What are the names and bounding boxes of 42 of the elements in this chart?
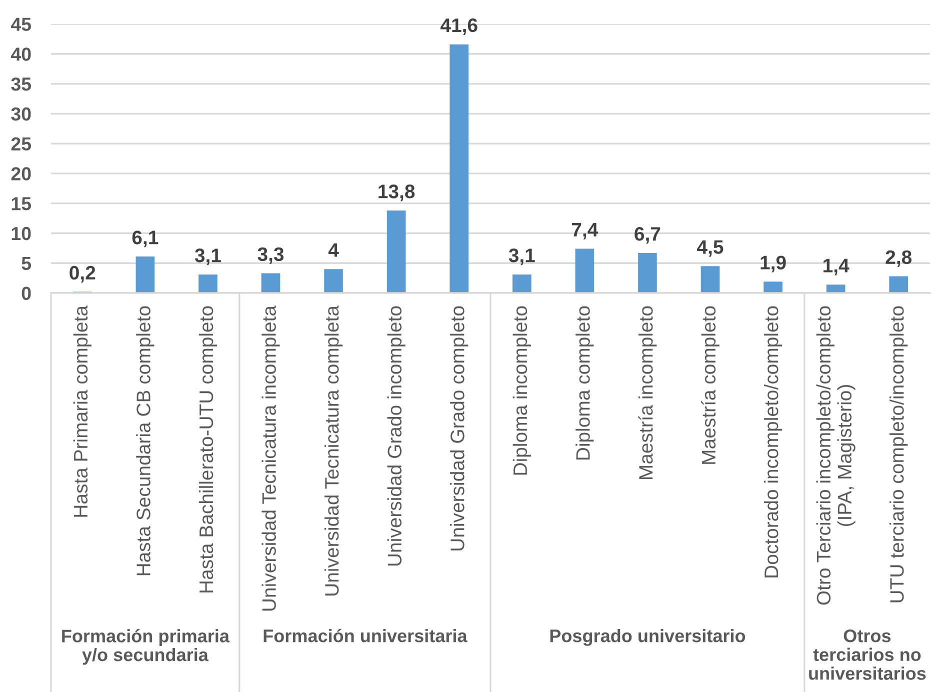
data-label: 7,4 bbox=[572, 223, 598, 240]
text: Otros terciarios no universitarios bbox=[809, 629, 926, 680]
data-label: 13,8 bbox=[378, 184, 415, 202]
x-tick-label: UTU terciario completo/incompleto bbox=[890, 306, 908, 602]
data-label: 3,1 bbox=[508, 248, 535, 266]
data-label: 3,1 bbox=[194, 248, 221, 266]
data-label: 6,7 bbox=[634, 227, 660, 244]
x-tick-label: Hasta Secundaria CB completo bbox=[136, 306, 154, 576]
y-tick-label: 30 bbox=[11, 107, 31, 121]
x-tick-label: Diploma incompleto bbox=[512, 306, 531, 475]
data-label: 6,1 bbox=[132, 230, 158, 248]
x-tick-label: Universidad Tecnicatura incompleta bbox=[262, 305, 280, 611]
data-label: 3,3 bbox=[258, 247, 284, 264]
y-tick-label: 0 bbox=[22, 286, 31, 300]
x-tick-label: Hasta Primaria completa bbox=[73, 305, 92, 517]
data-label: 4 bbox=[328, 243, 339, 257]
y-tick-label: 25 bbox=[11, 137, 32, 151]
data-label: 2,8 bbox=[886, 250, 912, 267]
x-tick-label: Diploma completo bbox=[576, 306, 594, 460]
y-tick-label: 20 bbox=[11, 167, 31, 180]
x-tick-label: Universidad Grado incompleto bbox=[387, 306, 406, 566]
data-label: 0,2 bbox=[70, 266, 96, 282]
y-tick-label: 40 bbox=[10, 48, 31, 61]
y-tick-label: 35 bbox=[11, 77, 32, 91]
data-label: 1,9 bbox=[760, 256, 786, 272]
data-label: 41,6 bbox=[440, 18, 478, 35]
x-tick-label: Otro Terciario incompleto/completo (IPA, Magisterio) bbox=[816, 306, 856, 605]
x-tick-label: Maestría incompleto bbox=[638, 306, 657, 479]
y-tick-label: 15 bbox=[12, 197, 32, 210]
y-tick-label: 5 bbox=[22, 257, 32, 270]
text: Formación primaria y/o secundaria bbox=[62, 629, 230, 665]
x-tick-label: Universidad Grado completo bbox=[450, 306, 468, 550]
x-tick-label: Hasta Bachillerato-UTU completo bbox=[198, 306, 218, 592]
x-tick-label: Maestría completo bbox=[701, 306, 720, 464]
data-label: 4,5 bbox=[697, 240, 724, 257]
x-tick-label: Doctorado incompleto/completo bbox=[764, 306, 782, 578]
y-tick-label: 10 bbox=[12, 226, 31, 240]
x-tick-label: Universidad Tecnicatura completa bbox=[324, 305, 343, 596]
data-label: 1,4 bbox=[824, 258, 850, 276]
y-tick-label: 45 bbox=[10, 18, 32, 31]
text: Formación universitaria bbox=[264, 628, 468, 642]
text: Posgrado universitario bbox=[550, 629, 746, 646]
